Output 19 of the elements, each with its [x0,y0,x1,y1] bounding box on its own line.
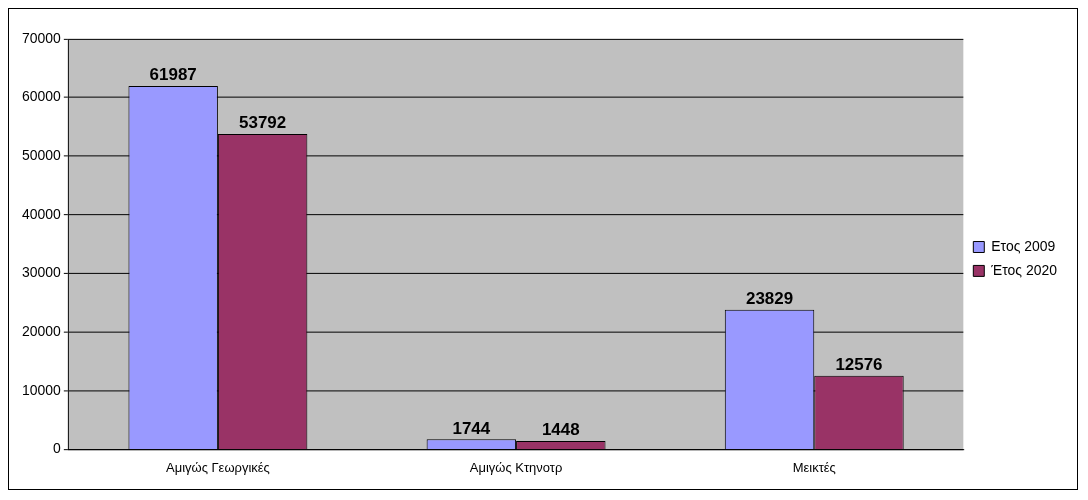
y-tick-label: 60000 [22,88,62,105]
data-label: 12576 [835,355,883,374]
data-label: 1448 [541,420,580,440]
data-label: 61987 [149,65,197,85]
legend-label: Ετος 2009 [991,237,1056,254]
x-tick-label: Μεικτές [792,459,836,475]
x-tick-label: Αμιγώς Γεωργικές [166,459,270,475]
data-label: 53792 [239,113,287,133]
legend-label: Έτος 2020 [990,261,1058,278]
y-tick-label: 30000 [22,264,62,281]
x-tick-label: Αμιγώς Κτηνοτρ [469,459,563,475]
y-tick-label: 20000 [22,323,62,340]
y-tick-label: 10000 [22,381,62,398]
data-label: 1744 [452,418,491,438]
y-tick-label: 0 [53,440,62,457]
y-tick-label: 40000 [22,205,62,222]
y-tick-label: 50000 [22,147,62,164]
data-label: 23829 [745,288,794,308]
y-tick-label: 70000 [22,29,62,46]
